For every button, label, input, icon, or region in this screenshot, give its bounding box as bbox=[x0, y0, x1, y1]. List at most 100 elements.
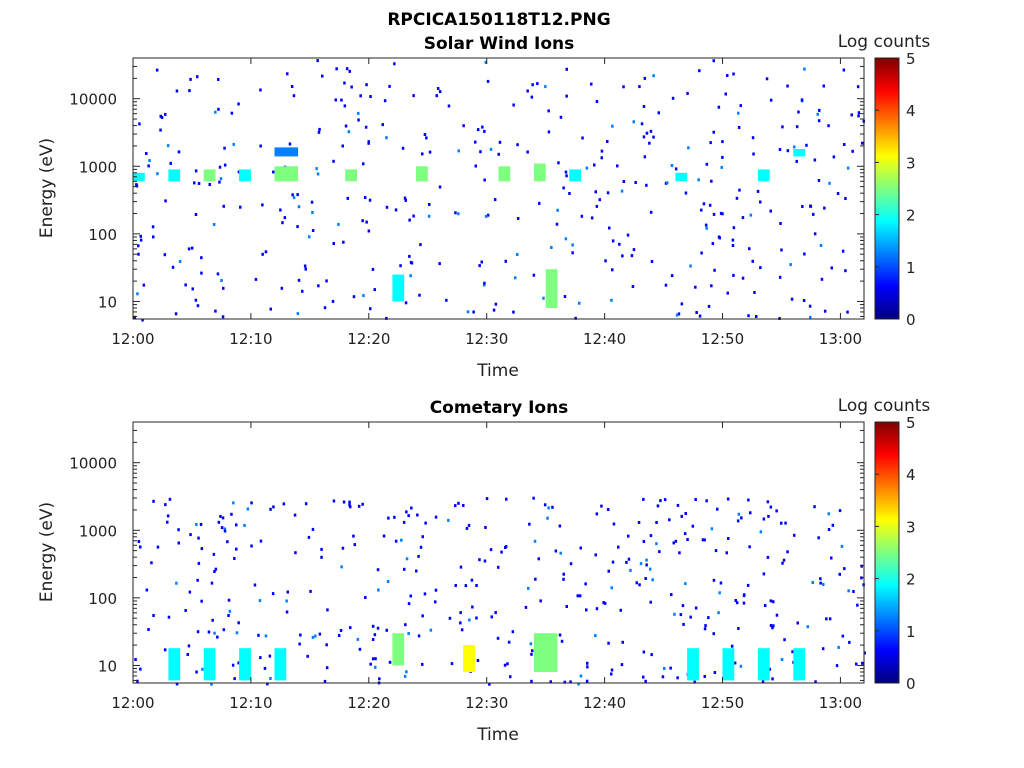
x-tick-label: 12:50 bbox=[701, 330, 744, 348]
count-cell bbox=[618, 242, 621, 246]
count-cell bbox=[737, 111, 740, 115]
count-cell bbox=[196, 578, 199, 582]
count-patch bbox=[274, 166, 299, 182]
count-cell bbox=[707, 616, 710, 620]
count-cell bbox=[415, 569, 418, 573]
count-cell bbox=[619, 608, 622, 612]
count-cell bbox=[497, 565, 500, 569]
count-cell bbox=[516, 143, 519, 147]
count-cell bbox=[188, 89, 191, 93]
count-cell bbox=[285, 610, 289, 614]
count-cell bbox=[139, 667, 142, 671]
count-cell bbox=[137, 540, 141, 543]
count-cell bbox=[736, 519, 740, 523]
count-cell bbox=[332, 159, 335, 163]
count-cell bbox=[325, 279, 328, 283]
count-cell bbox=[669, 666, 672, 670]
count-cell bbox=[656, 504, 660, 508]
count-cell bbox=[145, 152, 148, 155]
count-cell bbox=[457, 149, 460, 153]
count-cell bbox=[223, 527, 227, 531]
count-cell bbox=[790, 297, 794, 301]
count-cell bbox=[528, 522, 531, 526]
count-cell bbox=[755, 315, 758, 318]
x-tick-label: 12:20 bbox=[347, 330, 390, 348]
count-cell bbox=[857, 111, 861, 115]
count-cell bbox=[642, 650, 646, 654]
count-cell bbox=[368, 198, 372, 202]
count-cell bbox=[549, 680, 552, 684]
count-cell bbox=[218, 180, 221, 184]
count-cell bbox=[481, 125, 484, 129]
count-patch bbox=[533, 633, 558, 672]
count-patch bbox=[722, 648, 735, 681]
count-cell bbox=[808, 304, 812, 308]
colorbar-tick-label: 0 bbox=[906, 311, 916, 329]
y-tick-label: 10000 bbox=[69, 455, 117, 473]
count-cell bbox=[424, 521, 427, 525]
count-cell bbox=[737, 126, 741, 129]
count-cell bbox=[720, 165, 723, 169]
count-cell bbox=[317, 130, 321, 134]
count-cell bbox=[649, 210, 653, 214]
count-cell bbox=[581, 136, 584, 140]
count-patch bbox=[463, 645, 475, 672]
count-cell bbox=[159, 114, 162, 118]
count-cell bbox=[331, 299, 335, 303]
count-cell bbox=[505, 497, 508, 501]
count-cell bbox=[409, 594, 412, 598]
count-cell bbox=[478, 558, 481, 562]
count-cell bbox=[547, 130, 551, 134]
count-cell bbox=[311, 635, 315, 639]
count-cell bbox=[427, 214, 431, 218]
count-cell bbox=[753, 291, 756, 294]
count-cell bbox=[261, 203, 264, 207]
count-cell bbox=[254, 277, 258, 281]
count-cell bbox=[150, 561, 153, 565]
count-cell bbox=[257, 633, 260, 637]
count-cell bbox=[578, 594, 582, 598]
count-cell bbox=[686, 91, 689, 95]
count-cell bbox=[306, 654, 309, 658]
count-cell bbox=[718, 591, 721, 595]
count-cell bbox=[694, 606, 698, 610]
count-cell bbox=[352, 295, 356, 299]
count-cell bbox=[705, 226, 708, 230]
count-cell bbox=[756, 189, 760, 193]
count-cell bbox=[269, 677, 272, 680]
count-cell bbox=[580, 214, 584, 218]
count-cell bbox=[606, 140, 609, 143]
count-cell bbox=[644, 577, 647, 580]
count-cell bbox=[607, 569, 610, 573]
count-cell bbox=[539, 599, 542, 603]
count-cell bbox=[579, 674, 583, 678]
count-cell bbox=[194, 169, 198, 173]
count-cell bbox=[210, 682, 213, 686]
count-cell bbox=[407, 632, 410, 635]
count-cell bbox=[163, 253, 167, 257]
count-cell bbox=[301, 289, 304, 293]
count-cell bbox=[259, 656, 262, 660]
count-cell bbox=[846, 166, 850, 170]
count-cell bbox=[732, 72, 735, 76]
count-cell bbox=[612, 522, 616, 526]
count-cell bbox=[644, 679, 647, 683]
count-cell bbox=[139, 545, 142, 549]
count-cell bbox=[856, 85, 860, 89]
count-cell bbox=[222, 204, 225, 208]
count-cell bbox=[621, 254, 624, 258]
count-cell bbox=[713, 268, 716, 272]
count-cell bbox=[717, 105, 721, 109]
count-cell bbox=[135, 184, 139, 188]
count-cell bbox=[318, 632, 322, 636]
count-cell bbox=[743, 593, 746, 597]
count-cell bbox=[197, 536, 200, 540]
count-cell bbox=[269, 507, 272, 511]
count-cell bbox=[762, 517, 766, 521]
count-cell bbox=[779, 222, 782, 225]
y-axis-label: Energy (eV) bbox=[37, 502, 57, 602]
count-cell bbox=[511, 630, 515, 634]
count-cell bbox=[457, 212, 460, 216]
count-cell bbox=[498, 140, 502, 144]
